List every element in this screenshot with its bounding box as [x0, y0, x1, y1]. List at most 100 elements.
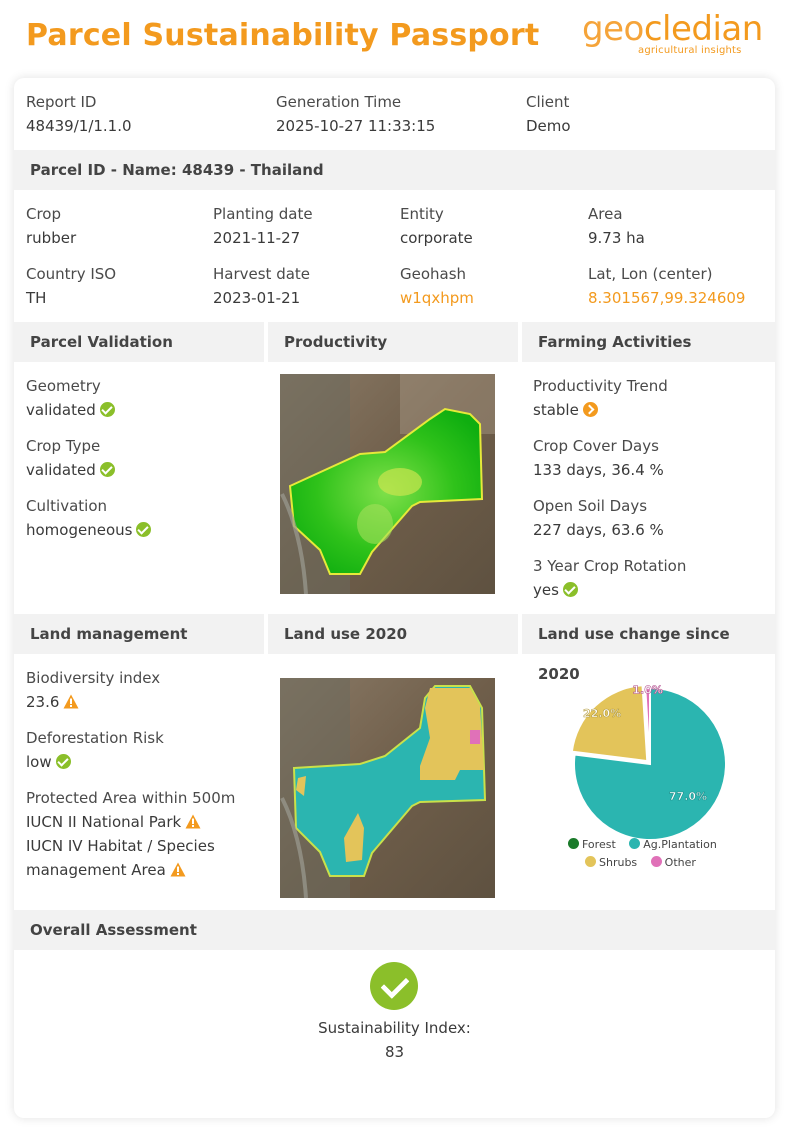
harvest-date-value: 2023-01-21: [213, 289, 301, 307]
legend-swatch-shrubs: [585, 856, 596, 867]
crop-cover-days-value: 133 days, 36.4 %: [533, 461, 664, 479]
productivity-trend-label: Productivity Trend: [533, 377, 668, 395]
land-use-change-pie-chart: 22.0% 1.0% 77.0%: [570, 683, 727, 841]
deforestation-risk-label: Deforestation Risk: [26, 729, 164, 747]
legend-label-ag-plantation: Ag.Plantation: [643, 838, 717, 851]
generation-time-value: 2025-10-27 11:33:15: [276, 117, 436, 135]
client-value: Demo: [526, 117, 571, 135]
farming-activities-header: Farming Activities: [522, 322, 775, 362]
area-label: Area: [588, 205, 623, 223]
sustainability-index-label: Sustainability Index:: [318, 1019, 471, 1037]
protected-area-1-value: IUCN II National Park: [26, 813, 182, 831]
country-value: TH: [26, 289, 47, 307]
overall-band: Overall Assessment: [14, 910, 775, 950]
protected-area-label: Protected Area within 500m: [26, 789, 236, 807]
area-value: 9.73 ha: [588, 229, 645, 247]
legend-item-shrubs: Shrubs: [585, 856, 637, 869]
pie-slice-shrubs: [570, 684, 649, 763]
logo-tagline: agricultural insights: [638, 45, 742, 56]
overall-assessment-header: Overall Assessment: [14, 910, 775, 950]
pie-label-ag-plantation: 77.0%: [669, 790, 707, 803]
latlon-label: Lat, Lon (center): [588, 265, 713, 283]
geometry-label: Geometry: [26, 377, 101, 395]
land-use-map-image: [280, 678, 495, 898]
page-title: Parcel Sustainability Passport: [26, 18, 540, 53]
legend-row-1: Forest Ag.Plantation: [568, 838, 717, 851]
sustainability-index-value: 83: [384, 1043, 405, 1061]
productivity-trend-value: stable: [533, 401, 579, 419]
geohash-label: Geohash: [400, 265, 467, 283]
planting-date-value: 2021-11-27: [213, 229, 301, 247]
overall-check-circle-icon: [370, 962, 418, 1010]
open-soil-days-value: 227 days, 63.6 %: [533, 521, 664, 539]
crop-rotation-status: yes: [533, 580, 578, 600]
legend-swatch-other: [650, 856, 662, 867]
warning-triangle-icon: [170, 862, 186, 877]
planting-date-label: Planting date: [213, 205, 313, 223]
open-soil-days-label: Open Soil Days: [533, 497, 648, 515]
legend-row-2: Shrubs Other: [585, 856, 696, 869]
productivity-trend-status: stable: [533, 400, 598, 420]
parcel-band-title: Parcel ID - Name: 48439 - Thailand: [14, 150, 775, 190]
land-use-map: [280, 678, 495, 898]
pie-label-other: 1.0%: [632, 684, 663, 697]
report-id-value: 48439/1/1.1.0: [26, 117, 132, 135]
protected-area-2-line1: IUCN IV Habitat / Species: [26, 837, 215, 855]
check-circle-icon: [55, 754, 71, 769]
land-use-change-header: Land use change since 2020: [522, 614, 775, 683]
warning-triangle-icon: [185, 814, 201, 829]
geometry-status: validated: [26, 400, 115, 420]
cultivation-value: homogeneous: [26, 521, 133, 539]
harvest-date-label: Harvest date: [213, 265, 311, 283]
protected-area-1: IUCN II National Park: [26, 812, 201, 832]
arrow-right-circle-icon: [582, 402, 598, 417]
check-circle-icon: [562, 582, 578, 597]
legend-label-shrubs: Shrubs: [599, 856, 638, 869]
productivity-header: Productivity: [268, 322, 518, 362]
productivity-map: [280, 374, 495, 594]
geohash-link[interactable]: w1qxhpm: [400, 289, 474, 307]
cultivation-status: homogeneous: [26, 520, 152, 540]
check-circle-icon: [99, 402, 115, 417]
legend-label-forest: Forest: [582, 838, 616, 851]
crop-rotation-value: yes: [533, 581, 559, 599]
report-id-label: Report ID: [26, 93, 97, 111]
check-circle-icon: [136, 522, 152, 537]
latlon-link[interactable]: 8.301567,99.324609: [588, 289, 746, 307]
legend-item-forest: Forest: [568, 838, 616, 851]
section-band-2: Land management Land use 2020 Land use c…: [14, 614, 775, 683]
country-label: Country ISO: [26, 265, 117, 283]
protected-area-2-line2: management Area: [26, 860, 186, 880]
legend-item-other: Other: [650, 856, 696, 869]
section-band-1: Parcel Validation Productivity Farming A…: [14, 322, 775, 362]
productivity-map-image: [280, 374, 495, 594]
client-label: Client: [526, 93, 570, 111]
deforestation-risk-value: low: [26, 753, 52, 771]
entity-label: Entity: [400, 205, 444, 223]
entity-value: corporate: [400, 229, 473, 247]
parcel-band: Parcel ID - Name: 48439 - Thailand: [14, 150, 775, 190]
legend-swatch-forest: [568, 838, 579, 849]
deforestation-risk-status: low: [26, 752, 71, 772]
crop-type-label: Crop Type: [26, 437, 101, 455]
cultivation-label: Cultivation: [26, 497, 107, 515]
protected-area-2-value: management Area: [26, 861, 166, 879]
land-use-2020-header: Land use 2020: [268, 614, 518, 654]
geocledian-logo: geocledian agricultural insights: [582, 9, 763, 62]
biodiversity-index-status: 23.6: [26, 692, 79, 712]
pie-label-shrubs: 22.0%: [583, 707, 621, 720]
parcel-validation-header: Parcel Validation: [14, 322, 264, 362]
crop-type-status: validated: [26, 460, 115, 480]
legend-item-ag-plantation: Ag.Plantation: [629, 838, 717, 851]
logo-word-cledian: cledian: [643, 9, 763, 49]
check-circle-icon: [99, 462, 115, 477]
logo-word-geo: geo: [582, 9, 644, 49]
legend-swatch-ag-plantation: [629, 838, 641, 849]
land-management-header: Land management: [14, 614, 264, 654]
passport-card: Report ID 48439/1/1.1.0 Generation Time …: [14, 78, 775, 1118]
warning-triangle-icon: [63, 694, 79, 709]
crop-value: rubber: [26, 229, 77, 247]
geometry-value: validated: [26, 401, 96, 419]
crop-label: Crop: [26, 205, 62, 223]
crop-type-value: validated: [26, 461, 96, 479]
